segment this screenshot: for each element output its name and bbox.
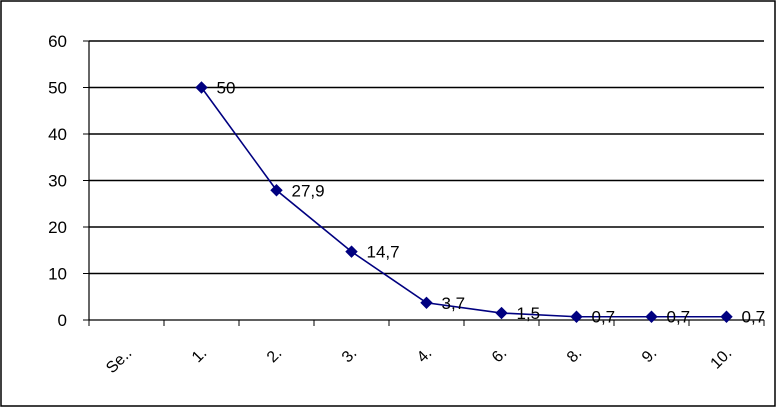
data-label: 50	[217, 79, 236, 98]
data-point-marker	[720, 310, 733, 323]
data-label: 27,9	[292, 181, 325, 200]
data-point-marker	[420, 296, 433, 310]
data-label: 0,7	[742, 308, 766, 327]
data-point-marker	[495, 306, 508, 320]
y-tick-label: 60	[48, 32, 67, 51]
data-label: 0,7	[592, 308, 616, 327]
y-tick-label: 30	[48, 172, 67, 191]
data-point-marker	[570, 310, 583, 323]
y-tick-label: 40	[48, 125, 67, 144]
data-label: 3,7	[442, 294, 466, 313]
data-labels: 50 27,9 14,7 3,7 1,5 0,7 0,7 0,7	[217, 79, 766, 327]
series-line	[200, 87, 727, 318]
data-label: 1,5	[517, 304, 541, 323]
y-tick-label: 20	[48, 218, 67, 237]
data-point-marker	[345, 245, 358, 258]
data-point-marker	[645, 310, 658, 323]
y-tick-label: 50	[48, 79, 67, 98]
data-label: 0,7	[667, 308, 691, 327]
data-point-marker	[195, 81, 208, 94]
y-tick-label: 0	[58, 311, 67, 330]
data-label: 14,7	[367, 243, 400, 262]
data-point-marker	[270, 184, 283, 197]
series-line-group	[195, 81, 733, 323]
y-tick-label: 10	[48, 265, 67, 284]
